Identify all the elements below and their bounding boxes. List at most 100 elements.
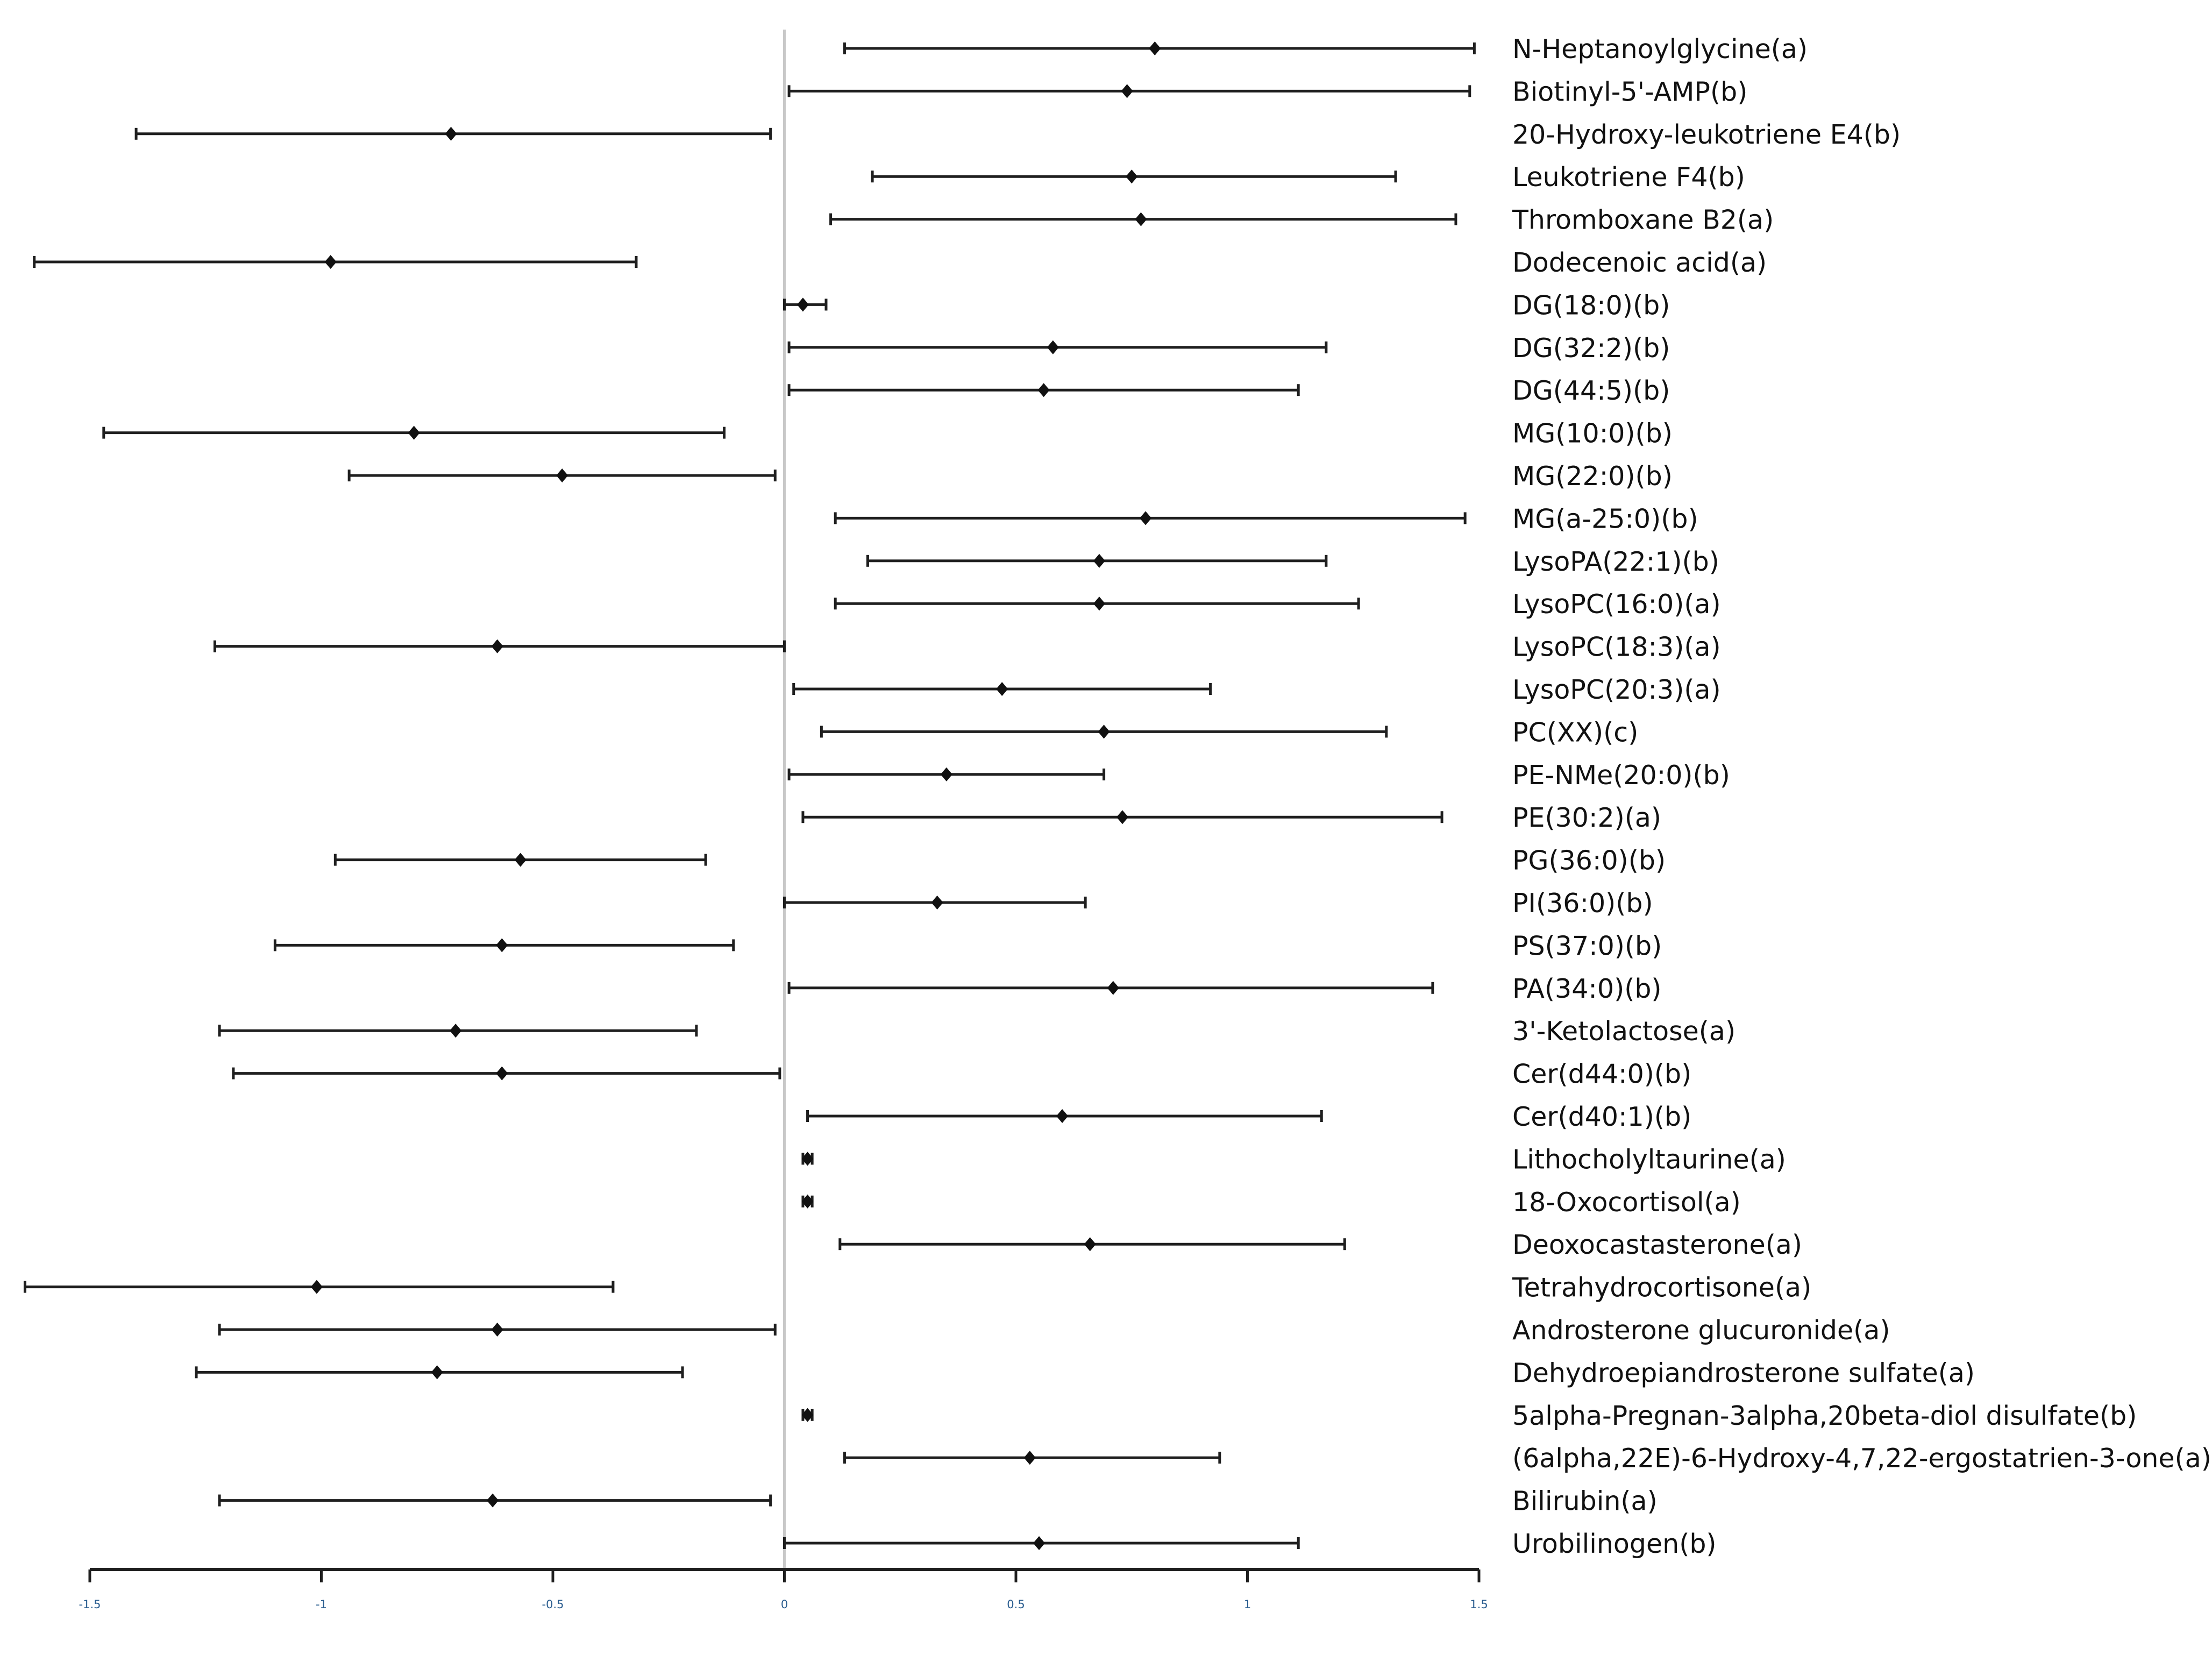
forest-row: MG(10:0)(b) xyxy=(102,418,1673,449)
estimate-point xyxy=(514,853,527,867)
estimate-point xyxy=(931,896,943,910)
forest-row: LysoPC(16:0)(a) xyxy=(834,589,1721,620)
row-label: Androsterone glucuronide(a) xyxy=(1512,1315,1890,1346)
row-label: 3'-Ketolactose(a) xyxy=(1512,1016,1736,1047)
row-label: LysoPC(16:0)(a) xyxy=(1512,589,1721,620)
estimate-point xyxy=(1033,1536,1045,1550)
forest-row: LysoPC(18:3)(a) xyxy=(213,632,1721,663)
row-label: LysoPA(22:1)(b) xyxy=(1512,546,1719,577)
estimate-point xyxy=(1107,981,1119,995)
estimate-point xyxy=(801,1152,814,1166)
estimate-point xyxy=(496,938,508,953)
row-label: PG(36:0)(b) xyxy=(1512,846,1666,876)
forest-row: Biotinyl-5'-AMP(b) xyxy=(787,76,1747,107)
x-tick-label: 0.5 xyxy=(1007,1598,1025,1611)
forest-row: Dehydroepiandrosterone sulfate(a) xyxy=(195,1358,1975,1388)
x-tick-label: -1 xyxy=(316,1598,327,1611)
row-label: PA(34:0)(b) xyxy=(1512,974,1662,1004)
estimate-point xyxy=(408,425,420,440)
x-tick-label: -1.5 xyxy=(79,1598,101,1611)
x-tick-label: 1 xyxy=(1244,1598,1251,1611)
plot-rows: N-Heptanoylglycine(a) Biotinyl-5'-AMP(b) 2… xyxy=(23,34,2211,1559)
row-label: PS(37:0)(b) xyxy=(1512,931,1662,961)
forest-row: Deoxocastasterone(a) xyxy=(838,1230,1802,1260)
forest-row: Leukotriene F4(b) xyxy=(871,162,1745,193)
estimate-point xyxy=(1121,84,1133,98)
row-label: Biotinyl-5'-AMP(b) xyxy=(1512,76,1747,107)
estimate-point xyxy=(940,767,952,782)
estimate-point xyxy=(450,1024,462,1038)
x-axis: -1.5 -1 -0.5 0 0.5 1 1.5 xyxy=(79,1568,1488,1611)
forest-row: LysoPC(20:3)(a) xyxy=(792,674,1721,705)
row-label: PE-NMe(20:0)(b) xyxy=(1512,760,1730,791)
estimate-point xyxy=(431,1365,443,1380)
estimate-point xyxy=(996,682,1008,696)
row-label: Bilirubin(a) xyxy=(1512,1486,1658,1517)
forest-row: Urobilinogen(b) xyxy=(783,1529,1717,1559)
row-label: DG(18:0)(b) xyxy=(1512,290,1670,321)
estimate-point xyxy=(324,255,337,269)
x-tick-label: 1.5 xyxy=(1470,1598,1488,1611)
forest-row: 5alpha-Pregnan-3alpha,20beta-diol disulf… xyxy=(801,1401,2137,1431)
estimate-point xyxy=(445,126,457,141)
estimate-point xyxy=(801,1194,814,1209)
row-label: MG(a-25:0)(b) xyxy=(1512,503,1698,534)
estimate-point xyxy=(1098,724,1110,739)
estimate-point xyxy=(1037,383,1050,397)
row-label: Cer(d40:1)(b) xyxy=(1512,1102,1691,1132)
estimate-point xyxy=(556,468,568,482)
forest-row: PE-NMe(20:0)(b) xyxy=(787,760,1730,791)
forest-row: MG(22:0)(b) xyxy=(347,461,1673,492)
row-label: MG(10:0)(b) xyxy=(1512,418,1673,449)
row-label: N-Heptanoylglycine(a) xyxy=(1512,34,1808,65)
row-label: DG(32:2)(b) xyxy=(1512,333,1670,364)
row-label: PE(30:2)(a) xyxy=(1512,802,1661,833)
estimate-point xyxy=(487,1493,499,1508)
forest-row: 20-Hydroxy-leukotriene E4(b) xyxy=(134,119,1901,150)
forest-row: Cer(d40:1)(b) xyxy=(806,1102,1691,1132)
estimate-point xyxy=(1126,169,1138,184)
estimate-point xyxy=(1056,1109,1069,1123)
row-label: MG(22:0)(b) xyxy=(1512,461,1673,492)
estimate-point xyxy=(1149,41,1161,55)
row-label: (6alpha,22E)-6-Hydroxy-4,7,22-ergostatri… xyxy=(1512,1443,2211,1474)
x-tick-label: 0 xyxy=(781,1598,788,1611)
row-label: Cer(d44:0)(b) xyxy=(1512,1059,1691,1090)
forest-row: N-Heptanoylglycine(a) xyxy=(843,34,1808,65)
estimate-point xyxy=(1140,511,1152,525)
row-label: 5alpha-Pregnan-3alpha,20beta-diol disulf… xyxy=(1512,1401,2137,1431)
row-label: 18-Oxocortisol(a) xyxy=(1512,1187,1741,1218)
forest-row: DG(32:2)(b) xyxy=(787,333,1670,364)
row-label: Leukotriene F4(b) xyxy=(1512,162,1745,193)
forest-row: Lithocholyltaurine(a) xyxy=(801,1144,1786,1175)
row-label: 20-Hydroxy-leukotriene E4(b) xyxy=(1512,119,1901,150)
estimate-point xyxy=(801,1408,814,1422)
x-tick-label: -0.5 xyxy=(542,1598,564,1611)
forest-row: PS(37:0)(b) xyxy=(273,931,1662,961)
forest-row: 18-Oxocortisol(a) xyxy=(801,1187,1741,1218)
row-label: LysoPC(18:3)(a) xyxy=(1512,632,1721,663)
forest-row: Cer(d44:0)(b) xyxy=(232,1059,1691,1090)
row-label: Dodecenoic acid(a) xyxy=(1512,247,1767,278)
forest-row: Androsterone glucuronide(a) xyxy=(218,1315,1890,1346)
estimate-point xyxy=(1023,1451,1036,1465)
row-label: Thromboxane B2(a) xyxy=(1512,205,1774,236)
estimate-point xyxy=(1093,553,1105,568)
estimate-point xyxy=(491,639,503,654)
row-label: Lithocholyltaurine(a) xyxy=(1512,1144,1786,1175)
estimate-point xyxy=(1093,596,1105,611)
row-label: LysoPC(20:3)(a) xyxy=(1512,674,1721,705)
estimate-point xyxy=(796,297,809,312)
estimate-point xyxy=(1135,212,1147,226)
estimate-point xyxy=(496,1066,508,1081)
row-label: Dehydroepiandrosterone sulfate(a) xyxy=(1512,1358,1975,1388)
estimate-point xyxy=(491,1323,503,1337)
row-label: DG(44:5)(b) xyxy=(1512,375,1670,406)
row-label: PC(XX)(c) xyxy=(1512,717,1638,748)
forest-row: Tetrahydrocortisone(a) xyxy=(23,1273,1811,1303)
estimate-point xyxy=(310,1280,323,1294)
row-label: PI(36:0)(b) xyxy=(1512,888,1653,919)
forest-row: MG(a-25:0)(b) xyxy=(834,503,1698,534)
forest-row: Bilirubin(a) xyxy=(218,1486,1658,1517)
